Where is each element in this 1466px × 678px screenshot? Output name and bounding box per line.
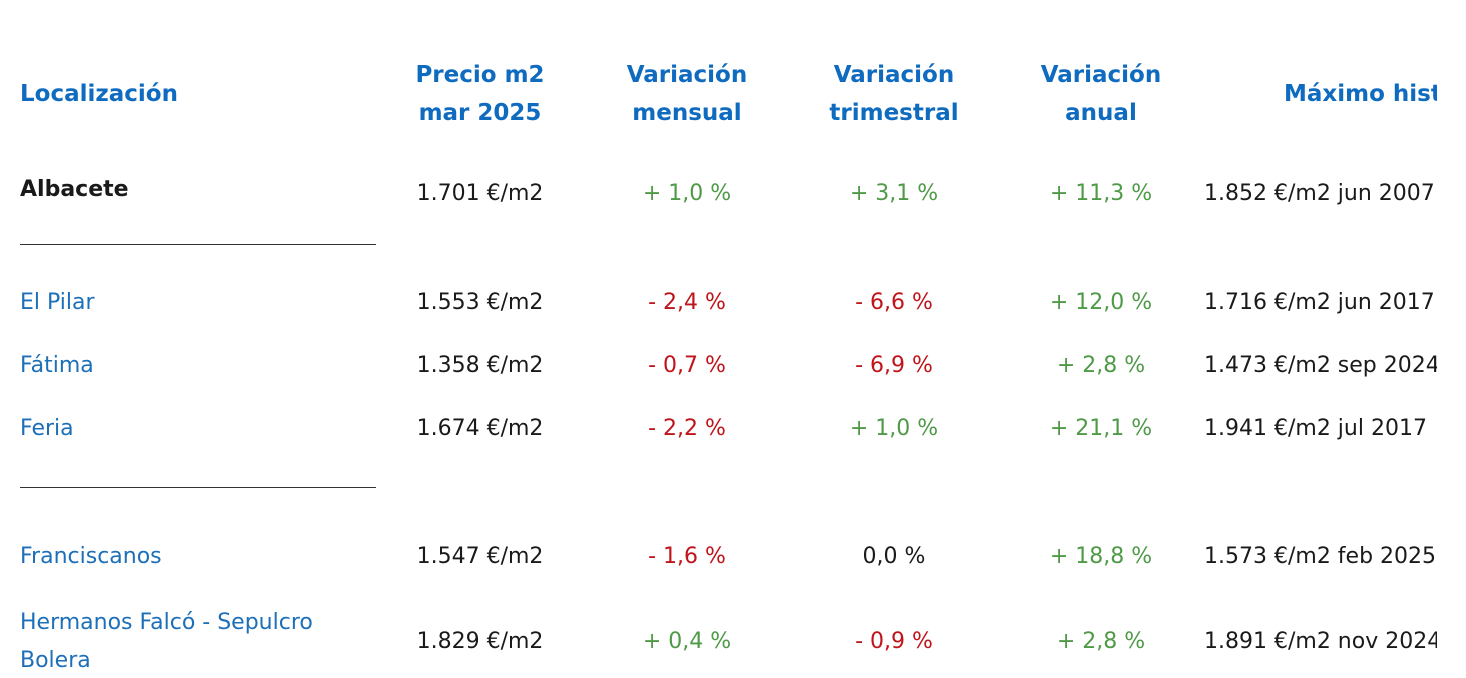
header-maximo-historico[interactable]: Máximo histórico [1284, 81, 1437, 107]
price-value: 1.701 €/m2 [416, 180, 544, 206]
price-value: 1.674 €/m2 [416, 416, 544, 441]
historic-max: 1.852 €/m2 jun 2007 [1204, 180, 1435, 206]
monthly-variation: - 2,4 % [648, 290, 726, 315]
quarterly-variation: + 3,1 % [849, 180, 939, 206]
table-row: Feria 1.674 €/m2 - 2,2 % + 1,0 % + 21,1 … [20, 397, 1437, 460]
location-link[interactable]: Feria [20, 415, 74, 441]
annual-variation: + 2,8 % [1056, 629, 1146, 654]
price-value: 1.553 €/m2 [416, 290, 544, 315]
location-link[interactable]: Hermanos Falcó - Sepulcro Bolera [20, 609, 313, 673]
monthly-variation: + 0,4 % [642, 629, 732, 654]
table-row: Fátima 1.358 €/m2 - 0,7 % - 6,9 % + 2,8 … [20, 334, 1437, 397]
location-link[interactable]: El Pilar [20, 289, 95, 315]
row-divider [20, 487, 1437, 488]
row-divider [20, 244, 1437, 245]
table-row: El Pilar 1.553 €/m2 - 2,4 % - 6,6 % + 12… [20, 271, 1437, 334]
quarterly-variation: 0,0 % [862, 544, 926, 569]
quarterly-variation: - 6,6 % [855, 290, 933, 315]
monthly-variation: - 1,6 % [648, 544, 726, 569]
monthly-variation: - 2,2 % [648, 416, 726, 441]
header-variacion-trimestral[interactable]: Variación trimestral [829, 62, 959, 126]
historic-max: 1.891 €/m2 nov 2024 [1204, 629, 1437, 654]
location-link[interactable]: Fátima [20, 352, 94, 378]
table-row-total: Albacete 1.701 €/m2 + 1,0 % + 3,1 % + 11… [20, 142, 1437, 245]
historic-max: 1.716 €/m2 jun 2017 [1204, 290, 1435, 315]
annual-variation: + 12,0 % [1049, 290, 1153, 315]
historic-max: 1.473 €/m2 sep 2024 [1204, 353, 1437, 378]
monthly-variation: - 0,7 % [648, 353, 726, 378]
price-value: 1.547 €/m2 [416, 544, 544, 569]
price-value: 1.358 €/m2 [416, 353, 544, 378]
location-link[interactable]: Franciscanos [20, 543, 162, 569]
historic-max: 1.941 €/m2 jul 2017 [1204, 416, 1427, 441]
annual-variation: + 2,8 % [1056, 353, 1146, 378]
header-row: Localización Precio m2 mar 2025 Variació… [20, 46, 1437, 142]
historic-max: 1.573 €/m2 feb 2025 [1204, 544, 1437, 569]
quarterly-variation: - 6,9 % [855, 353, 933, 378]
quarterly-variation: - 0,9 % [855, 629, 933, 654]
price-table: Localización Precio m2 mar 2025 Variació… [20, 46, 1437, 678]
annual-variation: + 18,8 % [1049, 544, 1153, 569]
monthly-variation: + 1,0 % [642, 180, 732, 206]
header-localizacion[interactable]: Localización [20, 81, 178, 107]
location-name: Albacete [20, 177, 129, 202]
table-row: Franciscanos 1.547 €/m2 - 1,6 % 0,0 % + … [20, 514, 1437, 599]
annual-variation: + 11,3 % [1049, 180, 1153, 206]
quarterly-variation: + 1,0 % [849, 416, 939, 441]
header-variacion-anual[interactable]: Variación anual [1040, 62, 1162, 126]
table-row: Hermanos Falcó - Sepulcro Bolera 1.829 €… [20, 599, 1437, 678]
header-precio[interactable]: Precio m2 mar 2025 [415, 62, 545, 126]
price-value: 1.829 €/m2 [416, 629, 544, 654]
header-variacion-mensual[interactable]: Variación mensual [626, 62, 748, 126]
annual-variation: + 21,1 % [1049, 416, 1153, 441]
